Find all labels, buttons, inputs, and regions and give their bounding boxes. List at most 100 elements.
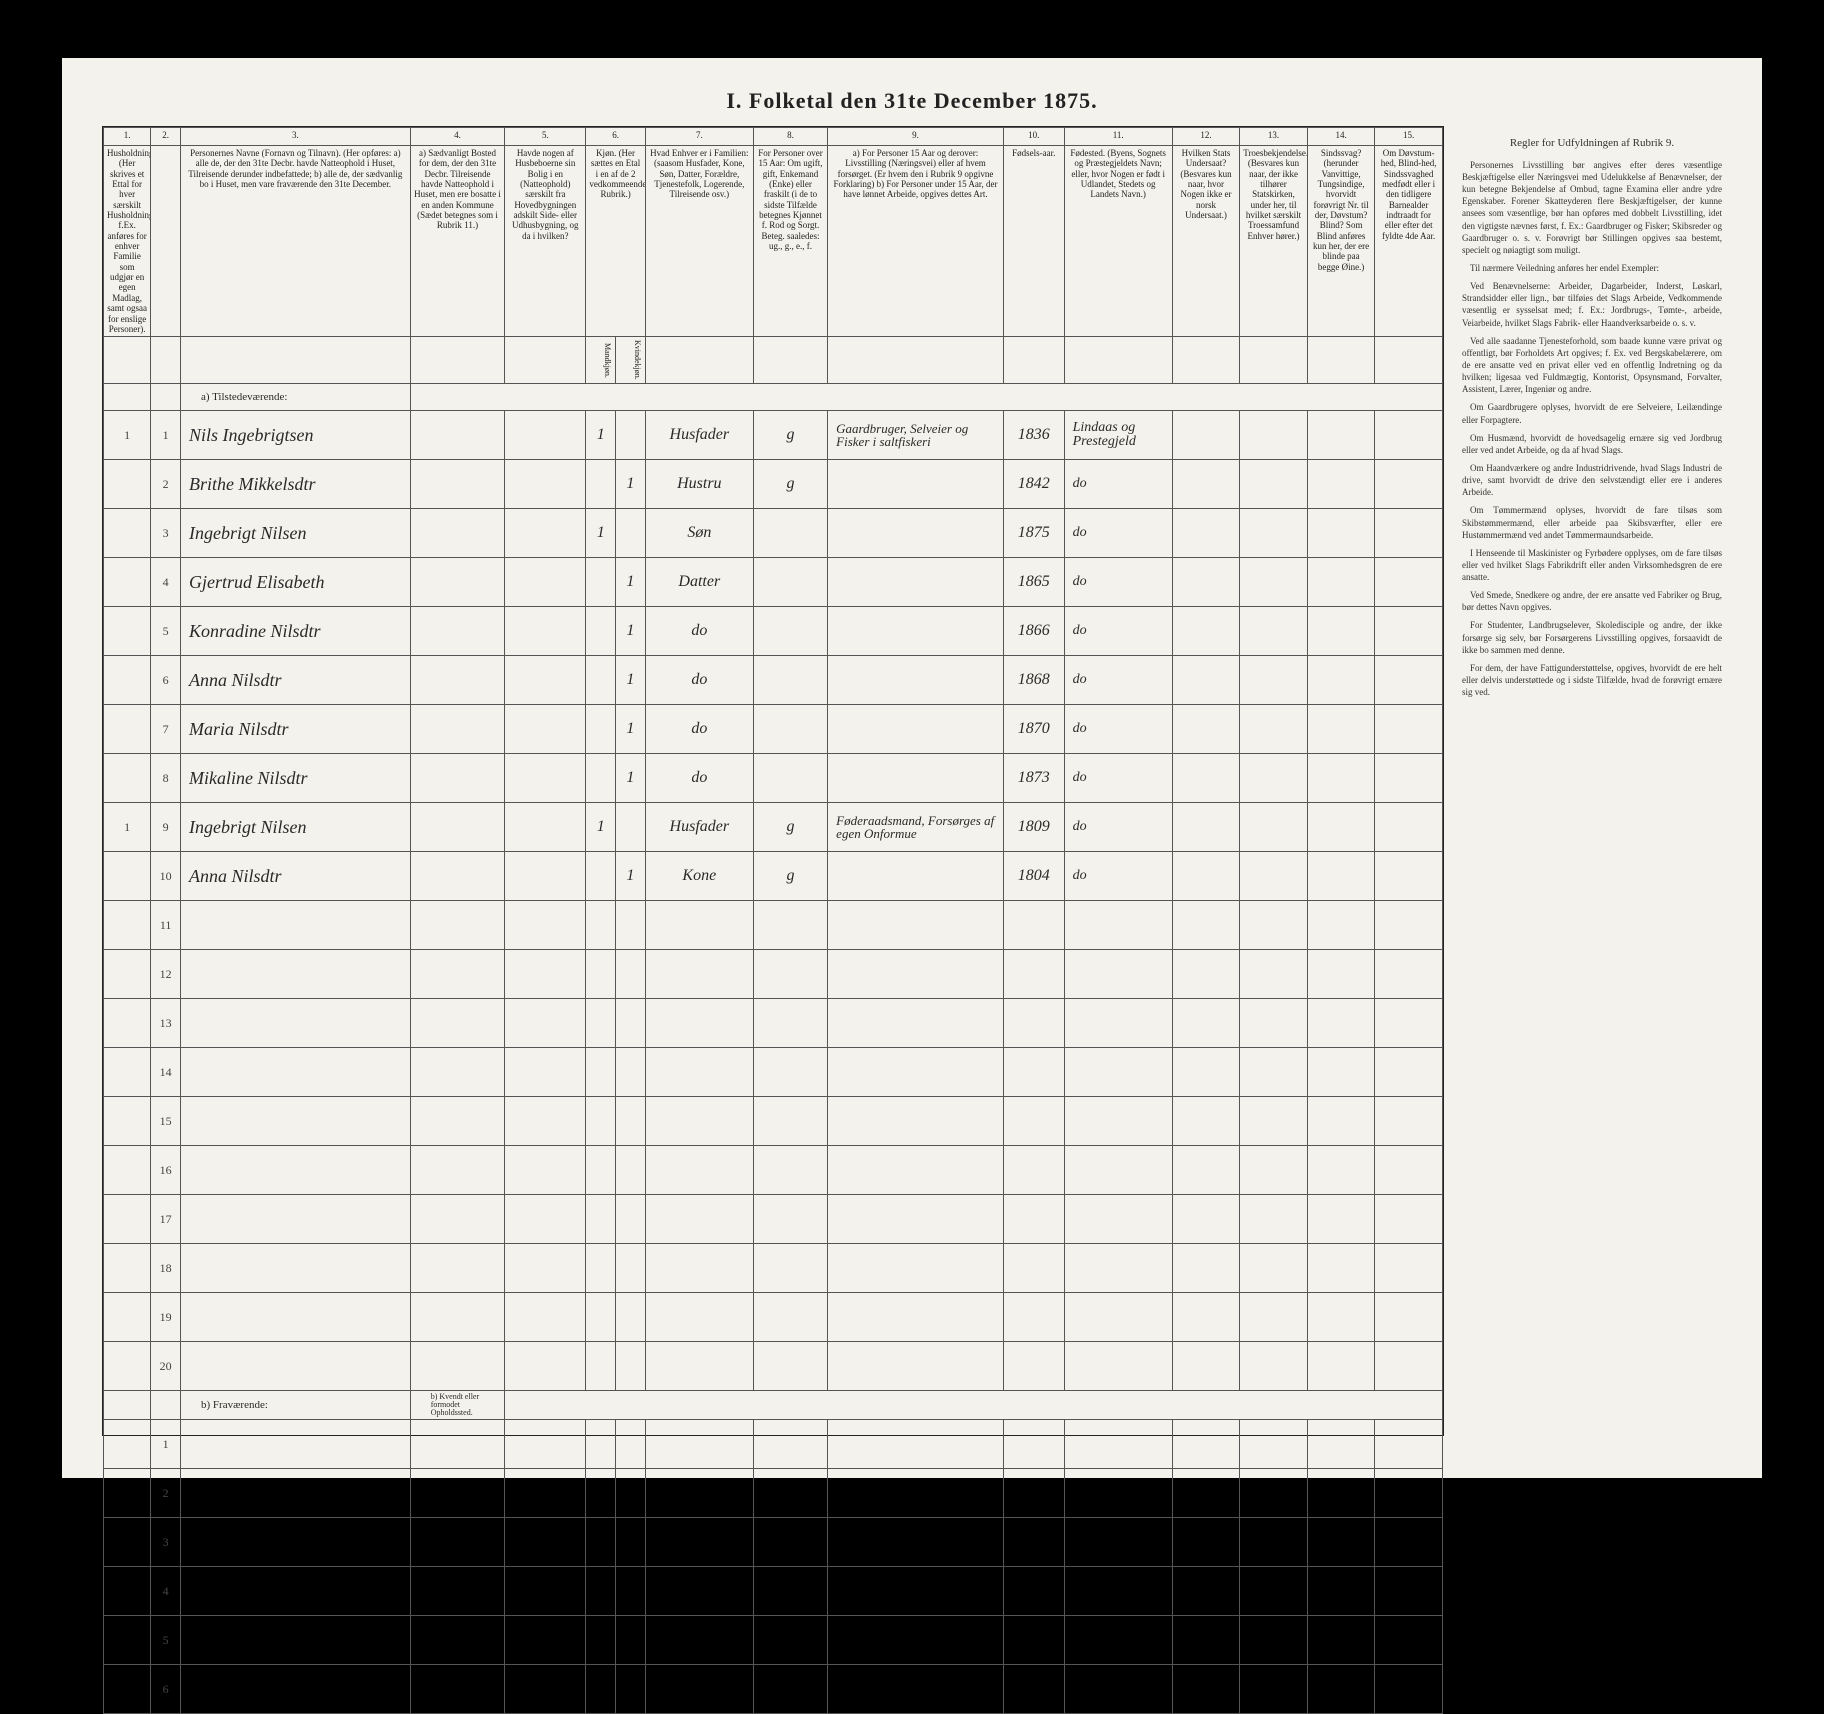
table-body: a) Tilstedeværende:11Nils Ingebrigtsen1H… (104, 384, 1443, 1714)
side-paragraph: For Studenter, Landbrugselever, Skoledis… (1462, 619, 1722, 655)
table-row-empty: 20 (104, 1342, 1443, 1391)
sex-f: 1 (616, 607, 646, 656)
birth-year: 1868 (1003, 656, 1064, 705)
person-num: 6 (151, 656, 181, 705)
occupation (828, 705, 1004, 754)
civil-status (753, 754, 827, 803)
h6: Kjøn. (Her sættes en Etal i en af de 2 v… (586, 146, 645, 337)
birth-place: do (1064, 607, 1172, 656)
occupation (828, 509, 1004, 558)
occupation (828, 754, 1004, 803)
sex-f (616, 411, 646, 460)
table-row-empty: 12 (104, 950, 1443, 999)
person-name: Ingebrigt Nilsen (181, 803, 411, 852)
birth-place: do (1064, 460, 1172, 509)
sex-m (586, 656, 616, 705)
side-paragraph: I Henseende til Maskinister og Fyrbødere… (1462, 547, 1722, 583)
person-num: 7 (151, 705, 181, 754)
table-row: 4Gjertrud Elisabeth1Datter1865do (104, 558, 1443, 607)
sex-f: 1 (616, 558, 646, 607)
side-paragraph: Personernes Livsstilling bør angives eft… (1462, 159, 1722, 256)
occupation (828, 607, 1004, 656)
birth-year: 1870 (1003, 705, 1064, 754)
sex-m (586, 705, 616, 754)
sex-f: 1 (616, 656, 646, 705)
relation: Kone (645, 852, 753, 901)
sex-f: 1 (616, 852, 646, 901)
h12: Hvilken Stats Undersaat? (Besvares kun n… (1172, 146, 1240, 337)
side-paragraph: Ved Smede, Snedkere og andre, der ere an… (1462, 589, 1722, 613)
h9: a) For Personer 15 Aar og derover: Livss… (828, 146, 1004, 337)
relation: Datter (645, 558, 753, 607)
side-paragraph: Til nærmere Veiledning anføres her endel… (1462, 262, 1722, 274)
civil-status: g (753, 803, 827, 852)
household-num (104, 460, 151, 509)
person-num: 5 (151, 607, 181, 656)
relation: do (645, 705, 753, 754)
census-page: I. Folketal den 31te December 1875. 1. 2… (62, 58, 1762, 1478)
table-row-empty: 11 (104, 901, 1443, 950)
section-b-col4: b) Kvendt eller formodet Opholdssted. (410, 1391, 505, 1420)
table-row: 3Ingebrigt Nilsen1Søn1875do (104, 509, 1443, 558)
table-row-empty: 17 (104, 1195, 1443, 1244)
birth-year: 1809 (1003, 803, 1064, 852)
table-row: 10Anna Nilsdtr1Koneg1804do (104, 852, 1443, 901)
side-paragraph: Ved alle saadanne Tjenesteforhold, som b… (1462, 335, 1722, 396)
civil-status: g (753, 852, 827, 901)
side-paragraph: Om Husmænd, hvorvidt de hovedsagelig ern… (1462, 432, 1722, 456)
birth-year: 1865 (1003, 558, 1064, 607)
colnum-4: 4. (410, 128, 505, 146)
table-row-empty: 13 (104, 999, 1443, 1048)
household-num (104, 852, 151, 901)
colnum-3: 3. (181, 128, 411, 146)
table-row-empty: 15 (104, 1097, 1443, 1146)
person-name: Nils Ingebrigtsen (181, 411, 411, 460)
person-num: 4 (151, 558, 181, 607)
sex-m (586, 460, 616, 509)
table-header: 1. 2. 3. 4. 5. 6. 7. 8. 9. 10. 11. 12. 1… (104, 128, 1443, 384)
colnum-15: 15. (1375, 128, 1443, 146)
birth-place: Lindaas og Prestegjeld (1064, 411, 1172, 460)
colnum-1: 1. (104, 128, 151, 146)
colnum-9: 9. (828, 128, 1004, 146)
h7: Hvad Enhver er i Familien: (saasom Husfa… (645, 146, 753, 337)
colnum-13: 13. (1240, 128, 1308, 146)
side-notes: Regler for Udfyldningen af Rubrik 9. Per… (1462, 126, 1722, 1436)
sex-f (616, 803, 646, 852)
person-num: 1 (151, 411, 181, 460)
h10: Fødsels-aar. (1003, 146, 1064, 337)
occupation: Gaardbruger, Selveier og Fisker i saltfi… (828, 411, 1004, 460)
side-paragraph: Ved Benævnelserne: Arbeider, Dagarbeider… (1462, 280, 1722, 329)
sex-f (616, 509, 646, 558)
colnum-10: 10. (1003, 128, 1064, 146)
h8: For Personer over 15 Aar: Om ugift, gift… (753, 146, 827, 337)
h11: Fødested. (Byens, Sognets og Præstegjeld… (1064, 146, 1172, 337)
household-num (104, 558, 151, 607)
sex-m: 1 (586, 509, 616, 558)
household-num (104, 705, 151, 754)
birth-year: 1836 (1003, 411, 1064, 460)
table-row: 5Konradine Nilsdtr1do1866do (104, 607, 1443, 656)
section-b-label: b) Fraværende: (181, 1391, 411, 1420)
colnum-14: 14. (1307, 128, 1375, 146)
civil-status (753, 509, 827, 558)
table-row-empty: 18 (104, 1244, 1443, 1293)
table-row-empty: 6 (104, 1665, 1443, 1714)
side-title: Regler for Udfyldningen af Rubrik 9. (1462, 136, 1722, 151)
relation: Hustru (645, 460, 753, 509)
side-paragraph: Om Gaardbrugere oplyses, hvorvidt de ere… (1462, 401, 1722, 425)
h6b: Kvindekjøn. (616, 337, 646, 384)
table-row-empty: 1 (104, 1420, 1443, 1469)
household-num (104, 607, 151, 656)
sex-m (586, 754, 616, 803)
colnum-2: 2. (151, 128, 181, 146)
h3: Personernes Navne (Fornavn og Tilnavn). … (181, 146, 411, 337)
table-row-empty: 2 (104, 1469, 1443, 1518)
person-num: 10 (151, 852, 181, 901)
civil-status: g (753, 411, 827, 460)
content-area: 1. 2. 3. 4. 5. 6. 7. 8. 9. 10. 11. 12. 1… (102, 126, 1722, 1436)
h2 (151, 146, 181, 337)
sex-f: 1 (616, 754, 646, 803)
birth-place: do (1064, 754, 1172, 803)
sex-m (586, 607, 616, 656)
